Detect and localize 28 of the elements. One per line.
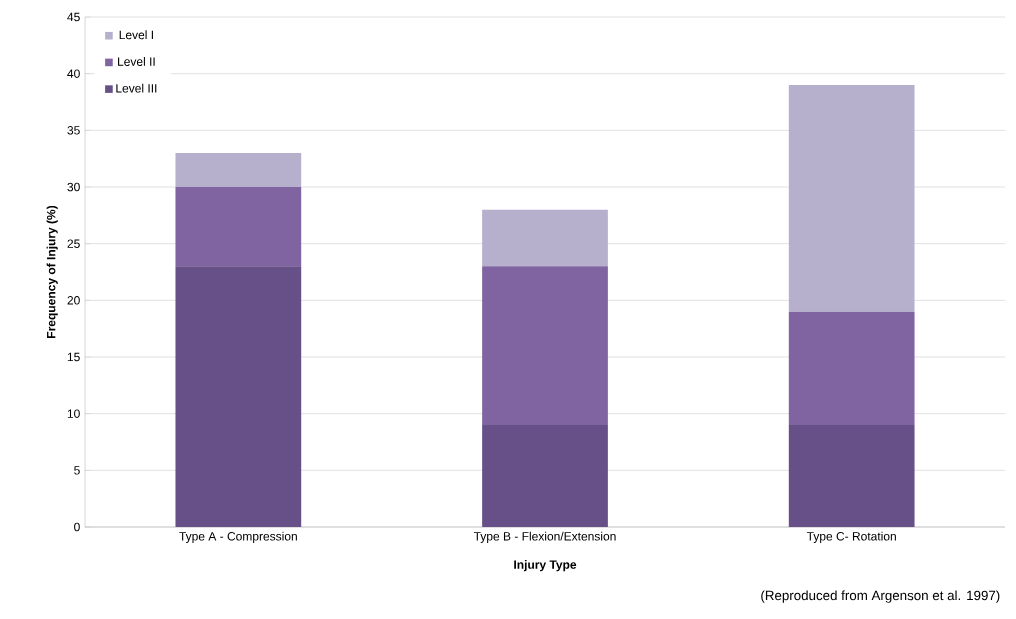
y-tick-label: 30: [67, 182, 80, 192]
y-tick-label: 5: [74, 466, 80, 475]
y-tick-label: 0: [74, 522, 80, 532]
text: (Reproduced from Argenson et al. 1997): [761, 590, 1000, 603]
y-tick-label: 45: [67, 12, 80, 22]
bar: [788, 85, 915, 312]
bar: [788, 425, 915, 527]
x-tick-label: Type A - Compression: [179, 531, 297, 543]
bar: [175, 187, 302, 267]
legend-label: Level II: [118, 57, 155, 66]
y-axis-title: Frequency of Injury (%): [46, 205, 58, 338]
bar: [482, 266, 608, 425]
y-tick-label: 15: [67, 352, 80, 362]
bar: [482, 209, 608, 267]
y-tick-label: 10: [67, 409, 80, 418]
x-tick-label: Type C- Rotation: [806, 531, 896, 543]
x-tick-label: Type B - Flexion/Extension: [473, 531, 616, 543]
y-tick-label: 35: [67, 126, 80, 135]
bar: [175, 153, 302, 187]
legend-label: Level I: [119, 30, 153, 40]
bar: [482, 425, 608, 527]
bar: [788, 311, 915, 425]
y-tick-label: 40: [67, 69, 80, 78]
y-tick-label: 20: [67, 296, 80, 305]
y-tick-label: 25: [67, 239, 80, 248]
legend-label: Level III: [116, 83, 157, 93]
bar: [175, 266, 302, 527]
x-axis-title: Injury Type: [514, 560, 577, 572]
